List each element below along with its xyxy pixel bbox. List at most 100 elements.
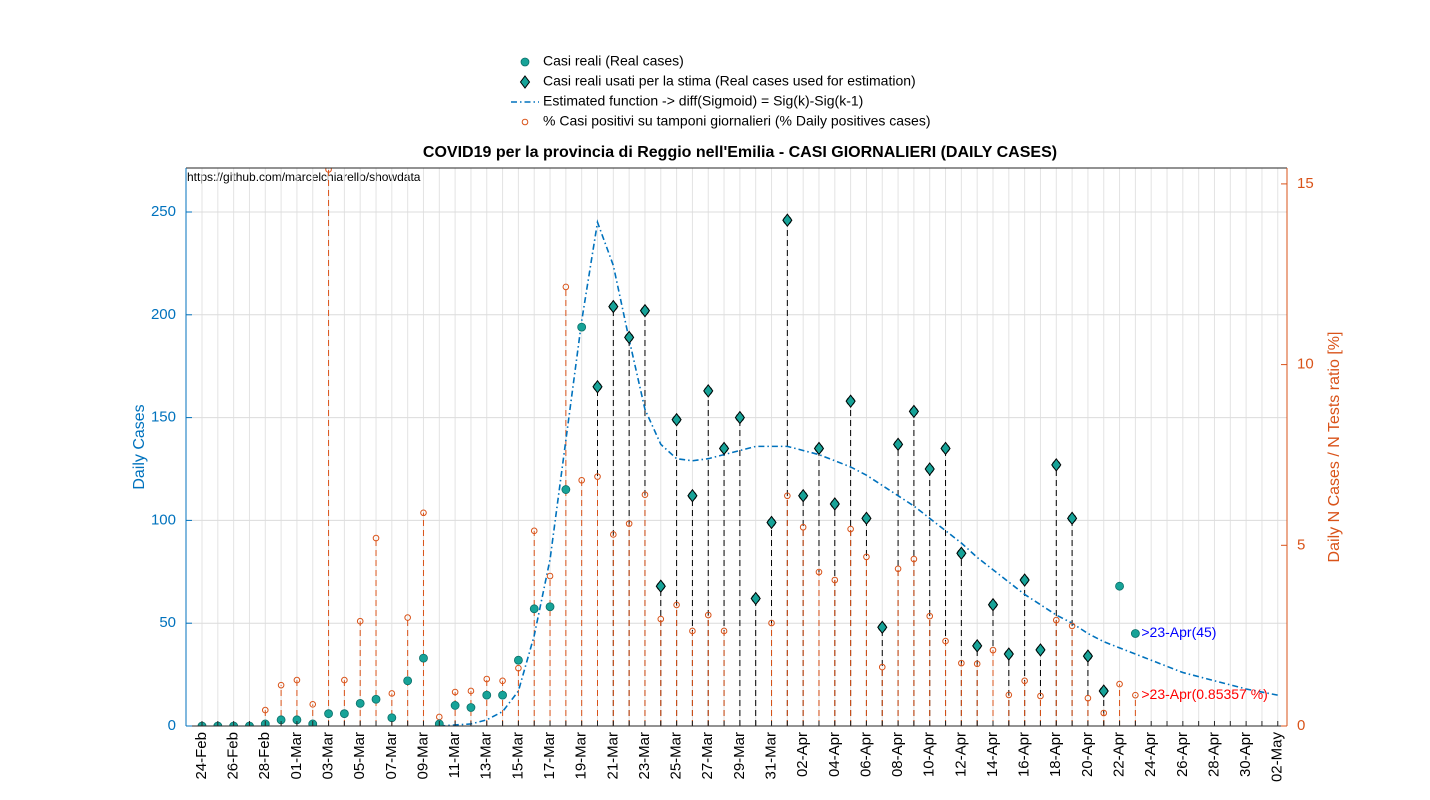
percent-point (910, 555, 918, 563)
estimation-diamond (1003, 647, 1014, 661)
real-case-point (371, 694, 381, 704)
x-tick-label: 17-Mar (541, 732, 558, 780)
x-tick-label: 04-Apr (826, 732, 843, 777)
estimation-diamond (956, 546, 967, 561)
estimation-diamond (608, 299, 619, 314)
estimation-diamond (972, 638, 983, 653)
y2-tick-label: 5 (1297, 536, 1305, 553)
percent-point (958, 659, 965, 667)
x-tick-label: 30-Apr (1237, 732, 1254, 777)
x-tick-label: 24-Feb (193, 732, 210, 780)
x-tick-label: 28-Apr (1205, 732, 1222, 777)
percent-point (973, 660, 981, 668)
x-tick-label: 16-Apr (1016, 732, 1033, 777)
estimation-diamond (987, 597, 999, 612)
y2-tick-label: 10 (1297, 356, 1314, 373)
estimation-diamond (687, 488, 698, 503)
estimated-line (439, 219, 1278, 726)
percent-point (768, 619, 775, 627)
legend-label: % Casi positivi su tamponi giornalieri (… (543, 113, 930, 129)
percent-point (1100, 709, 1108, 717)
percent-point (926, 612, 934, 620)
percent-point (784, 492, 791, 500)
estimation-diamond (798, 488, 809, 503)
estimation-diamond (892, 437, 904, 452)
x-tick-label: 24-Apr (1142, 732, 1159, 777)
real-case-point (482, 690, 492, 700)
percent-point (1068, 622, 1076, 630)
estimation-diamond (734, 410, 746, 425)
x-tick-label: 01-Mar (288, 732, 305, 780)
percent-point (483, 675, 491, 683)
x-tick-label: 29-Mar (731, 732, 748, 780)
x-tick-label: 18-Apr (1047, 732, 1064, 777)
percent-point (878, 663, 886, 671)
percent-point (1005, 691, 1013, 699)
x-tick-label: 05-Mar (351, 732, 368, 780)
percent-point (530, 527, 538, 535)
percent-point (610, 531, 617, 538)
real-case-point (403, 676, 413, 686)
real-case-point (498, 690, 507, 700)
estimation-diamond (845, 394, 856, 408)
percent-point (1084, 694, 1092, 702)
annotation: >23-Apr(45) (1141, 624, 1216, 640)
y-tick-label: 100 (151, 511, 176, 528)
percent-point (1132, 691, 1139, 699)
real-case-point (339, 709, 349, 719)
x-tick-label: 02-Apr (794, 732, 811, 777)
percent-point (467, 687, 475, 695)
percent-point (689, 627, 696, 635)
real-case-point (514, 655, 523, 665)
x-tick-label: 25-Mar (668, 732, 685, 780)
percent-point (499, 677, 506, 685)
estimation-diamond (877, 620, 888, 635)
x-tick-label: 21-Mar (604, 732, 621, 780)
percent-point (451, 688, 459, 696)
y-axis-label: Daily Cases (131, 404, 148, 489)
percent-point (641, 491, 649, 499)
percent-point (372, 534, 380, 542)
real-case-point (577, 322, 587, 332)
x-tick-label: 06-Apr (857, 732, 874, 777)
x-tick-label: 08-Apr (889, 732, 906, 777)
percent-point (1021, 677, 1028, 685)
real-case-point (545, 602, 555, 612)
y2-axis-label: Daily N Cases / N Tests ratio [%] (1326, 332, 1343, 563)
source-url: https://github.com/marcelchiarello/showd… (187, 170, 421, 184)
x-tick-label: 26-Apr (1174, 732, 1191, 777)
estimation-diamond (861, 511, 872, 526)
percent-point (673, 601, 680, 609)
estimation-diamond (766, 515, 777, 530)
x-tick-label: 07-Mar (383, 732, 400, 780)
estimation-diamond (592, 379, 603, 394)
x-tick-label: 10-Apr (921, 732, 938, 777)
estimation-diamond (624, 330, 635, 345)
x-tick-label: 02-May (1269, 732, 1286, 783)
x-tick-label: 09-Mar (414, 732, 431, 780)
percent-point (341, 676, 348, 684)
percent-point (704, 611, 712, 619)
real-case-point (1130, 629, 1140, 638)
legend-label: Estimated function -> diff(Sigmoid) = Si… (543, 93, 863, 109)
estimation-diamond (639, 303, 651, 318)
x-tick-label: 28-Feb (256, 732, 273, 780)
y2-tick-label: 15 (1297, 175, 1314, 192)
legend-symbol (519, 75, 531, 89)
percent-point (578, 476, 585, 484)
legend-symbol (520, 57, 530, 67)
estimation-diamond (671, 412, 682, 427)
percent-point (594, 473, 601, 480)
estimation-diamond (1066, 511, 1078, 526)
percent-point (309, 701, 317, 708)
percent-point (815, 568, 823, 576)
plot (186, 168, 1287, 726)
estimation-diamond (924, 462, 935, 476)
y-tick-label: 200 (151, 306, 176, 323)
percent-point (325, 168, 332, 173)
x-tick-label: 15-Mar (509, 732, 526, 780)
percent-point (277, 681, 285, 689)
x-tick-label: 14-Apr (984, 732, 1001, 777)
